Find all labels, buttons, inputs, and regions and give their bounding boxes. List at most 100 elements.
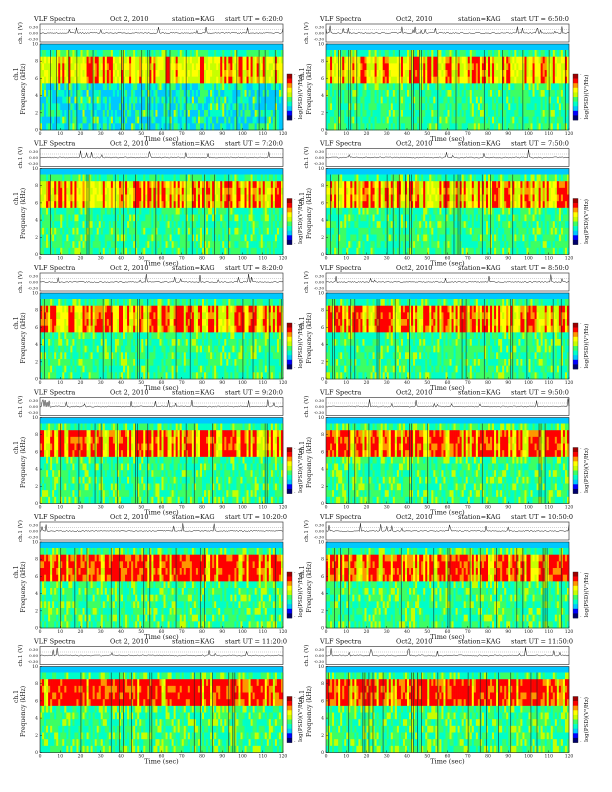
spectrogram-cell	[260, 221, 264, 229]
spectrogram-cell	[106, 181, 110, 189]
spectrogram-cell	[62, 116, 65, 124]
spectrogram-cell	[270, 70, 274, 77]
spectrogram-cell	[50, 174, 53, 182]
spectrogram-cell	[546, 123, 550, 131]
spectrogram-cell	[153, 194, 156, 202]
colorbar-tick-label: -	[294, 197, 296, 202]
spectrogram-cell	[228, 221, 231, 229]
spectrogram-cell	[185, 70, 189, 77]
colorbar-label: log(PSD)(V²/Hz)	[297, 199, 304, 244]
spectrogram-cell	[266, 123, 270, 131]
spectrogram-cell	[368, 83, 371, 91]
spectrogram-cell	[554, 83, 558, 91]
spectrogram-cell	[58, 181, 61, 189]
spectrogram-cell	[421, 90, 424, 97]
spectrogram-cell	[114, 56, 118, 64]
spectrogram-cell	[88, 194, 91, 202]
spectrogram-cell	[443, 76, 446, 84]
spectrogram-cell	[332, 201, 335, 209]
spectrogram-cell	[204, 123, 207, 131]
spectrogram-cell	[42, 56, 45, 64]
spectrogram-cell	[74, 76, 77, 84]
spectrogram-cell	[457, 123, 460, 131]
spectrogram-cell	[364, 83, 367, 91]
spectrogram-cell	[394, 70, 398, 77]
spectrogram-cell	[481, 63, 485, 71]
spectrogram-cell	[378, 207, 381, 215]
spectrogram-cell	[433, 110, 436, 117]
spectrogram-cell	[354, 207, 357, 215]
spectrogram-cell	[455, 123, 458, 131]
spectrogram-cell	[159, 241, 162, 249]
spectrogram-cell	[330, 63, 333, 71]
spectrogram	[326, 168, 570, 255]
spectrogram-cell	[131, 247, 134, 255]
spectrogram-cell	[272, 83, 276, 91]
spectrogram-cell	[157, 50, 160, 57]
spectrogram-cell	[94, 103, 97, 111]
spectrogram-cell	[123, 194, 126, 202]
spectrogram-cell	[76, 110, 79, 117]
spectrogram-cell	[80, 123, 83, 131]
spectrogram-cell	[102, 76, 106, 84]
spectrogram-cell	[54, 247, 57, 255]
spectrogram-cell	[348, 187, 351, 195]
spectrogram-cell	[248, 83, 251, 91]
spectrogram-cell	[197, 221, 201, 229]
spectrogram-cell	[240, 227, 243, 235]
spectrogram-cell	[496, 90, 499, 97]
spectrogram-cell	[195, 90, 199, 97]
spectrogram-cell	[145, 214, 148, 222]
spectrogram-cell	[417, 63, 420, 71]
spectrogram-cell	[60, 56, 63, 64]
spectrogram-cell	[92, 221, 95, 229]
spectrogram-cell	[139, 76, 142, 84]
spectrogram-cell	[86, 83, 89, 91]
spectrogram-cell	[106, 63, 110, 71]
spectrogram-cell	[52, 247, 55, 255]
spectrogram-cell	[173, 221, 176, 229]
spectrogram-cell	[143, 76, 146, 84]
spectrogram-cell	[167, 201, 170, 209]
spectrogram-cell	[86, 214, 89, 222]
spectrogram-cell	[262, 207, 266, 215]
spectrogram-cell	[157, 70, 160, 77]
spectrogram-cell	[258, 110, 262, 117]
spectrogram-cell	[100, 96, 104, 104]
spectrogram-cell	[546, 110, 550, 117]
spectrogram-cell	[169, 181, 172, 189]
spectrogram-cell	[459, 63, 462, 71]
spectrogram-cell	[76, 70, 79, 77]
spectrogram-cell	[332, 103, 335, 111]
spectrogram-cell	[455, 83, 458, 91]
spectrogram-cell	[46, 103, 49, 111]
spectrogram-cell	[66, 110, 69, 117]
spectrogram-cell	[112, 214, 116, 222]
spectrogram-cell	[522, 63, 525, 71]
spectrogram-cell	[246, 174, 249, 182]
spectrogram-cell	[264, 221, 268, 229]
spectrogram-cell	[149, 116, 152, 124]
spectrogram-cell	[232, 187, 235, 195]
spectrogram-cell	[481, 103, 485, 111]
spectrogram-cell	[114, 194, 118, 202]
spectrogram-cell	[106, 234, 110, 242]
spectrogram-spike	[330, 174, 331, 255]
spectrogram-cell	[187, 116, 191, 124]
spectrogram-cell	[378, 214, 381, 222]
spectrogram-cell	[92, 103, 95, 111]
spectrogram-cell	[338, 241, 341, 249]
spectrogram-cell	[556, 70, 560, 77]
spectrogram-cell	[159, 194, 162, 202]
spectrogram-cell	[266, 207, 270, 215]
spectrogram-cell	[272, 201, 276, 209]
spectrogram-cell	[280, 90, 284, 97]
spectrogram-cell	[84, 103, 87, 111]
spectrogram-cell	[439, 63, 442, 71]
spectrogram-cell	[268, 247, 272, 255]
spectrogram-cell	[340, 90, 343, 97]
spectrogram-cell	[236, 234, 239, 242]
y-tick-label: 0	[35, 128, 38, 134]
spectrogram-cell	[560, 56, 564, 64]
spectrogram-cell	[402, 96, 406, 104]
